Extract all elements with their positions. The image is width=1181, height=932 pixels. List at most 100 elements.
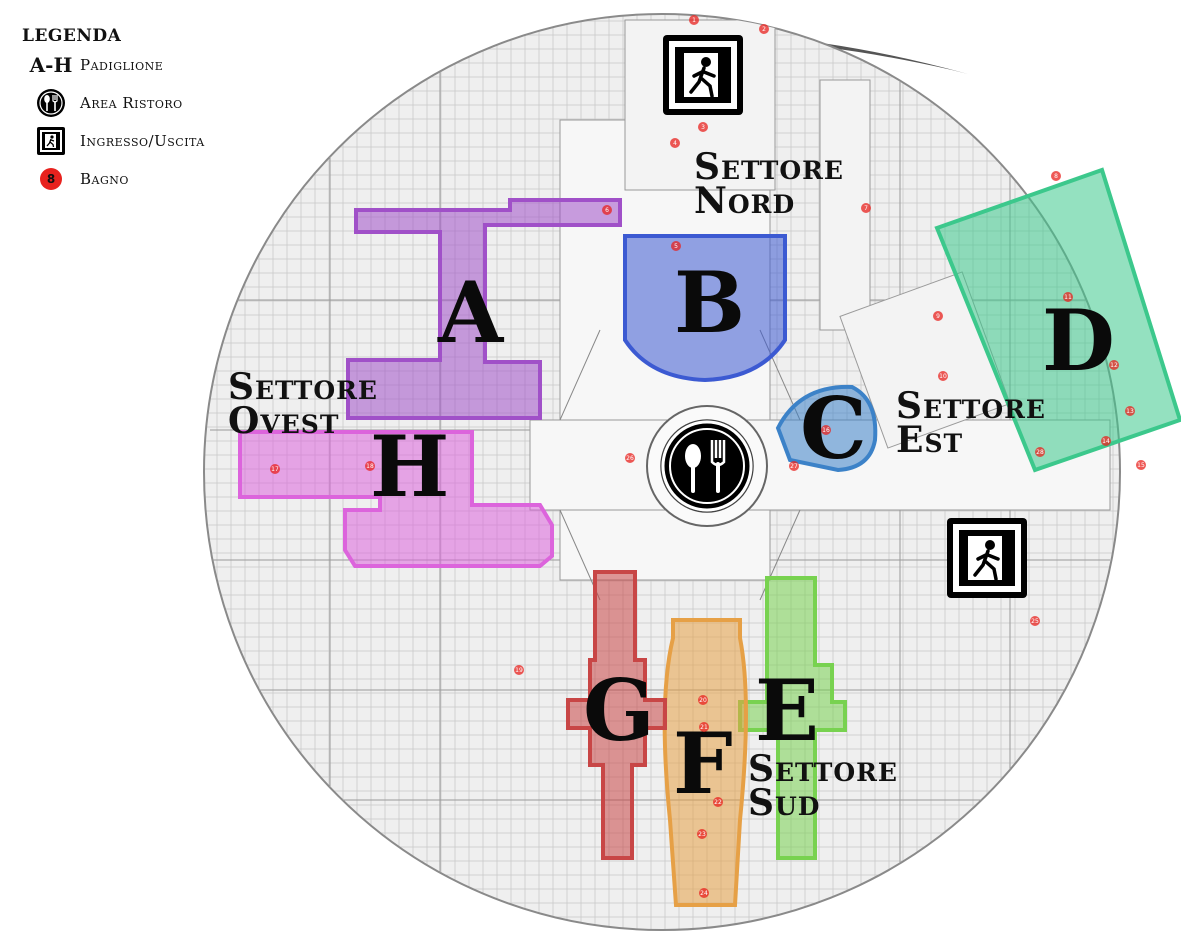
restroom-22[interactable]: 22 [713, 797, 723, 807]
restroom-number: 11 [1064, 294, 1072, 301]
restroom-16[interactable]: 16 [821, 425, 831, 435]
restroom-number: 7 [864, 205, 868, 212]
pavilion-B[interactable]: B [623, 234, 787, 383]
restroom-number: 10 [939, 373, 947, 380]
restroom-number: 4 [673, 140, 677, 147]
sector-ovest-label: Settore Ovest [228, 366, 378, 442]
restroom-28[interactable]: 28 [1035, 447, 1045, 457]
restroom-number: 18 [366, 463, 374, 470]
restroom-9[interactable]: 9 [933, 311, 943, 321]
svg-text:H: H [370, 417, 449, 516]
restroom-number: 28 [1036, 449, 1044, 456]
restroom-number: 20 [699, 697, 707, 704]
restroom-2[interactable]: 2 [759, 24, 769, 34]
restroom-21[interactable]: 21 [699, 722, 709, 732]
legend-row-exit: Ingresso/Uscita [22, 122, 252, 160]
restroom-13[interactable]: 13 [1125, 406, 1135, 416]
exit-east-icon[interactable] [947, 518, 1027, 598]
restroom-number: 15 [1137, 462, 1145, 469]
restroom-6[interactable]: 6 [602, 205, 612, 215]
restroom-20[interactable]: 20 [698, 695, 708, 705]
legend-exit-label: Ingresso/Uscita [80, 132, 205, 150]
restroom-number: 6 [605, 207, 609, 214]
pavilion-A[interactable]: A [346, 198, 622, 420]
restroom-number: 12 [1110, 362, 1118, 369]
restroom-number: 13 [1126, 408, 1134, 415]
legend-pavilion-label: Padiglione [80, 56, 164, 74]
restroom-7[interactable]: 7 [861, 203, 871, 213]
restroom-27[interactable]: 27 [789, 461, 799, 471]
legend-row-restroom: 8 Bagno [22, 160, 252, 198]
restroom-marker-icon: 8 [22, 168, 80, 190]
restroom-17[interactable]: 17 [270, 464, 280, 474]
restroom-number: 9 [936, 313, 940, 320]
sector-nord-word: Settore [694, 146, 844, 188]
restroom-11[interactable]: 11 [1063, 292, 1073, 302]
restroom-number: 3 [701, 124, 705, 131]
restroom-number: 21 [700, 724, 708, 731]
restroom-number: 17 [271, 466, 279, 473]
sector-ovest-name: Ovest [228, 400, 340, 442]
restroom-15[interactable]: 15 [1136, 460, 1146, 470]
sector-sud-word: Settore [748, 748, 898, 790]
restroom-24[interactable]: 24 [699, 888, 709, 898]
fork-spoon-icon [22, 88, 80, 118]
restroom-12[interactable]: 12 [1109, 360, 1119, 370]
svg-text:D: D [1042, 291, 1115, 390]
svg-text:G: G [583, 661, 655, 760]
restroom-26[interactable]: 26 [625, 453, 635, 463]
restroom-5[interactable]: 5 [671, 241, 681, 251]
legend-row-food: Area Ristoro [22, 84, 252, 122]
svg-text:A: A [437, 263, 505, 362]
pavilion-range-symbol: A-H [29, 53, 73, 77]
sector-sud-name: Sud [748, 782, 821, 824]
exit-north-icon[interactable] [663, 35, 743, 115]
sector-est-word: Settore [896, 385, 1046, 427]
restroom-number: 19 [515, 667, 523, 674]
restroom-number: 5 [674, 243, 678, 250]
restroom-number: 2 [762, 26, 766, 33]
restroom-1[interactable]: 1 [689, 15, 699, 25]
sector-sud-label: Settore Sud [748, 748, 898, 824]
restroom-10[interactable]: 10 [938, 371, 948, 381]
running-man-exit-icon [22, 126, 80, 156]
restroom-number: 25 [1031, 618, 1039, 625]
restroom-18[interactable]: 18 [365, 461, 375, 471]
restroom-25[interactable]: 25 [1030, 616, 1040, 626]
pavilion-D[interactable]: D [934, 167, 1181, 473]
sector-ovest-word: Settore [228, 366, 378, 408]
legend: LEGENDA A-H Padiglione Area Ristoro [22, 26, 252, 198]
restroom-number: 16 [822, 427, 830, 434]
svg-text:E: E [755, 661, 819, 760]
sector-est-name: Est [896, 419, 964, 461]
svg-text:C: C [800, 379, 867, 478]
restroom-4[interactable]: 4 [670, 138, 680, 148]
restroom-number-badge: 8 [40, 168, 62, 190]
svg-text:B: B [674, 253, 745, 352]
restroom-23[interactable]: 23 [697, 829, 707, 839]
legend-title: LEGENDA [22, 26, 122, 46]
restroom-number: 24 [700, 890, 708, 897]
restroom-number: 27 [790, 463, 798, 470]
pavilion-H[interactable]: H [238, 417, 554, 568]
pavilion-F[interactable]: F [662, 618, 748, 907]
sector-est-label: Settore Est [896, 385, 1046, 461]
legend-food-label: Area Ristoro [80, 94, 183, 112]
sector-nord-label: Settore Nord [694, 146, 844, 219]
restroom-14[interactable]: 14 [1101, 436, 1111, 446]
restroom-number: 22 [714, 799, 722, 806]
restroom-number: 14 [1102, 438, 1110, 445]
restroom-8[interactable]: 8 [1051, 171, 1061, 181]
restroom-number: 1 [692, 17, 696, 24]
restroom-number: 23 [698, 831, 706, 838]
legend-restroom-label: Bagno [80, 170, 129, 188]
restroom-19[interactable]: 19 [514, 665, 524, 675]
restroom-3[interactable]: 3 [698, 122, 708, 132]
legend-row-pavilion: A-H Padiglione [22, 46, 252, 84]
restroom-number: 8 [1054, 173, 1058, 180]
restroom-markers: 1 2 3 4 5 6 7 8 9 10 11 12 13 14 15 16 1… [270, 15, 1146, 898]
pavilion-G[interactable]: G [566, 570, 667, 860]
food-area-icon[interactable] [661, 420, 753, 512]
restroom-number: 26 [626, 455, 634, 462]
